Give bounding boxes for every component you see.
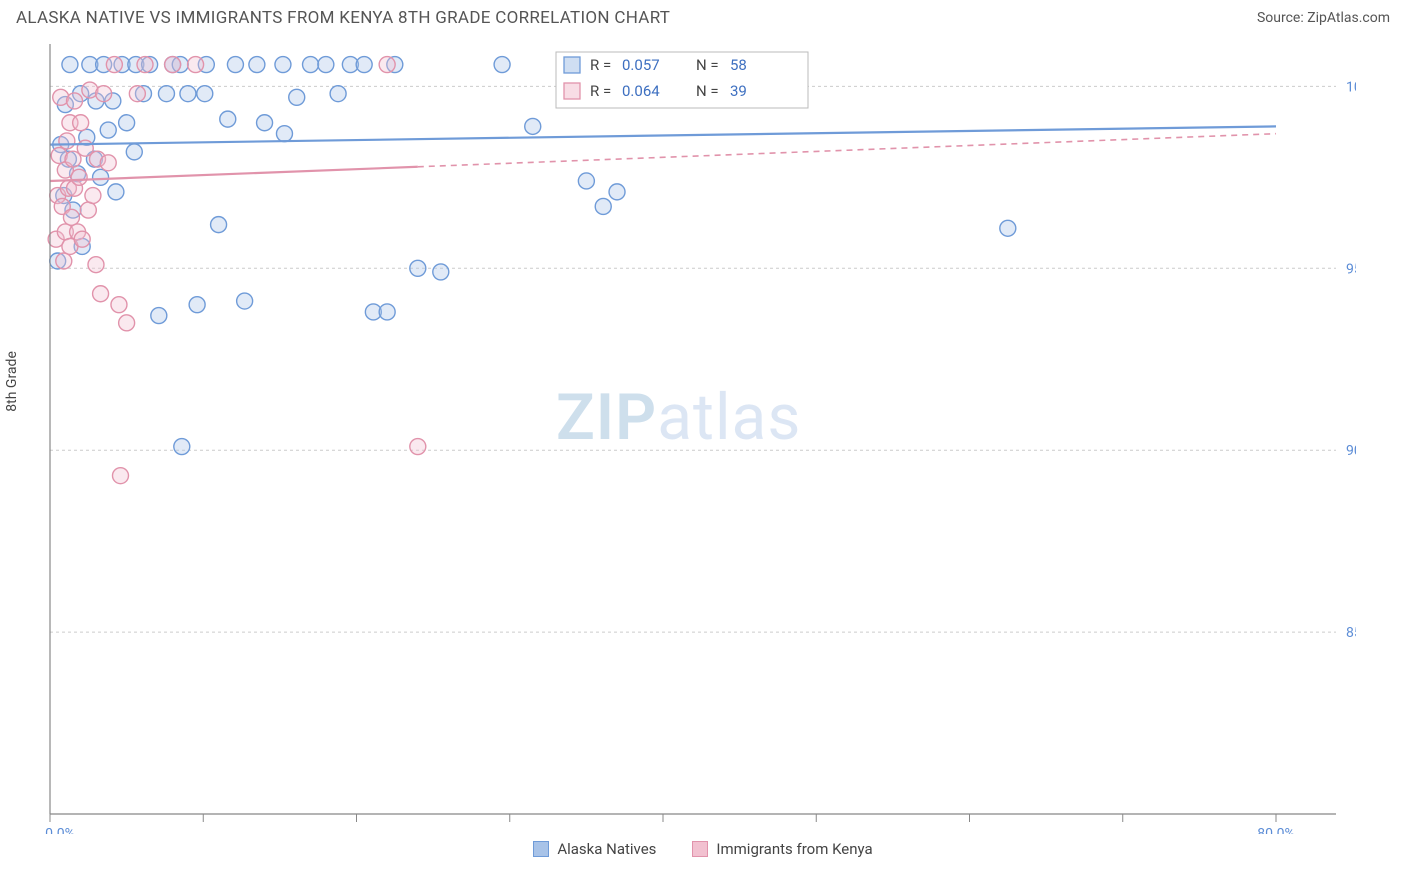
svg-text:ZIPatlas: ZIPatlas — [556, 380, 801, 455]
svg-text:0.064: 0.064 — [622, 82, 660, 100]
svg-text:39: 39 — [730, 82, 747, 100]
legend-item-kenya: Immigrants from Kenya — [692, 840, 872, 858]
chart-header: ALASKA NATIVE VS IMMIGRANTS FROM KENYA 8… — [0, 0, 1406, 28]
svg-text:95.0%: 95.0% — [1346, 261, 1356, 277]
svg-text:90.0%: 90.0% — [1346, 443, 1356, 459]
legend-swatch-kenya — [692, 841, 708, 857]
svg-text:85.0%: 85.0% — [1346, 625, 1356, 641]
chart-container: 8th Grade 85.0%90.0%95.0%100.0%ZIPatlasR… — [16, 34, 1390, 834]
svg-text:58: 58 — [730, 56, 747, 74]
svg-text:R =: R = — [590, 82, 611, 100]
y-axis-label: 8th Grade — [4, 351, 20, 412]
legend: Alaska Natives Immigrants from Kenya — [0, 840, 1406, 858]
legend-label-alaska: Alaska Natives — [557, 840, 656, 858]
chart-source: Source: ZipAtlas.com — [1257, 10, 1390, 26]
svg-text:0.0%: 0.0% — [45, 826, 75, 834]
legend-label-kenya: Immigrants from Kenya — [716, 840, 872, 858]
scatter-chart: 85.0% 90.0% 95.0% 100.0% ZIPatlas R = 0.057 N =… — [16, 34, 1356, 834]
legend-swatch-alaska — [533, 841, 549, 857]
svg-text:R =: R = — [590, 56, 611, 74]
svg-text:N =: N = — [696, 82, 719, 100]
svg-text:80.0%: 80.0% — [1257, 826, 1295, 834]
svg-text:N =: N = — [696, 56, 719, 74]
chart-title: ALASKA NATIVE VS IMMIGRANTS FROM KENYA 8… — [16, 8, 670, 28]
legend-item-alaska: Alaska Natives — [533, 840, 656, 858]
svg-text:100.0%: 100.0% — [1346, 79, 1356, 95]
svg-text:0.057: 0.057 — [622, 56, 660, 74]
